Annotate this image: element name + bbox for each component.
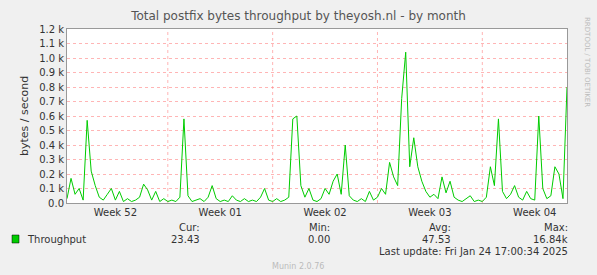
svg-text:bytes / second: bytes / second [18,76,31,156]
svg-text:0.6 k: 0.6 k [39,111,64,122]
svg-text:Throughput: Throughput [27,234,86,245]
svg-text:0.2 k: 0.2 k [39,169,64,180]
svg-text:16.84k: 16.84k [533,234,568,245]
svg-text:Avg:: Avg: [429,222,451,233]
svg-text:1.0 k: 1.0 k [39,53,64,64]
svg-text:Min:: Min: [309,222,330,233]
svg-text:Week 52: Week 52 [94,207,137,218]
svg-text:1.2 k: 1.2 k [39,24,64,35]
svg-text:23.43: 23.43 [171,234,200,245]
svg-text:Last update: Fri Jan 24 17:00:: Last update: Fri Jan 24 17:00:34 2025 [379,246,568,257]
svg-text:0.5 k: 0.5 k [39,125,64,136]
svg-text:47.53: 47.53 [422,234,451,245]
svg-text:0.4 k: 0.4 k [39,140,64,151]
svg-text:0.7 k: 0.7 k [39,96,64,107]
svg-text:Week 04: Week 04 [513,207,556,218]
svg-text:Week 01: Week 01 [199,207,242,218]
svg-text:RRDTOOL / TOBI OETIKER: RRDTOOL / TOBI OETIKER [583,17,591,107]
svg-text:Munin 2.0.76: Munin 2.0.76 [272,262,324,271]
svg-text:0.9 k: 0.9 k [39,67,64,78]
svg-text:Max:: Max: [544,222,568,233]
svg-text:0.00: 0.00 [308,234,330,245]
svg-text:Week 02: Week 02 [303,207,346,218]
svg-text:0.1 k: 0.1 k [39,183,64,194]
svg-text:1.1 k: 1.1 k [39,38,64,49]
svg-text:Cur:: Cur: [179,222,200,233]
svg-text:Week 03: Week 03 [408,207,451,218]
svg-text:Total postfix bytes throughput: Total postfix bytes throughput by theyos… [130,9,466,23]
svg-text:0.8 k: 0.8 k [39,82,64,93]
svg-text:0.0: 0.0 [48,198,64,209]
svg-text:0.3 k: 0.3 k [39,154,64,165]
